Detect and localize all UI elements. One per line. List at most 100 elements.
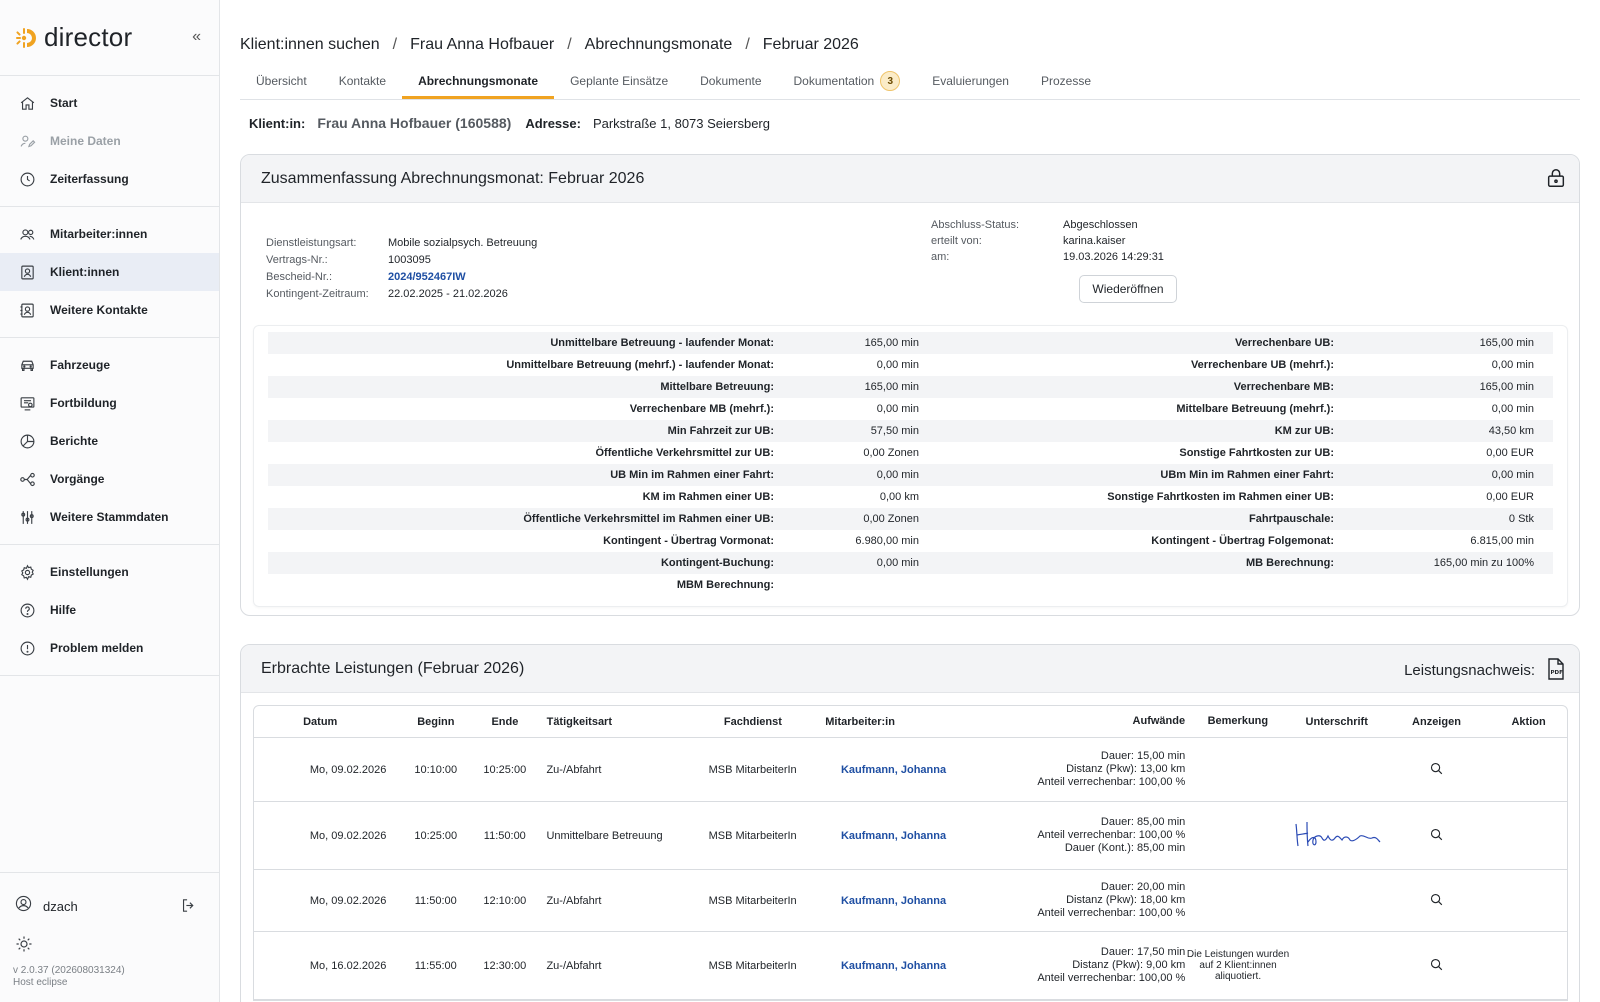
tab-bar: Übersicht Kontakte Abrechnungsmonate Geplan… bbox=[240, 66, 1580, 100]
decision-number-link[interactable]: 2024/952467IW bbox=[388, 271, 466, 283]
cell-end: 10:25:00 bbox=[483, 763, 527, 776]
sidebar-item-label: Klient:innen bbox=[50, 265, 120, 279]
cell-show bbox=[1383, 827, 1490, 845]
col-begin[interactable]: Beginn bbox=[417, 715, 455, 728]
col-date[interactable]: Datum bbox=[303, 715, 338, 728]
user-row[interactable]: dzach bbox=[0, 891, 219, 921]
sidebar-item-weitere-kontakte[interactable]: Weitere Kontakte bbox=[0, 291, 219, 329]
sidebar-item-einstellungen[interactable]: Einstellungen bbox=[0, 553, 219, 591]
summary-card: Zusammenfassung Abrechnungsmonat: Februa… bbox=[240, 154, 1580, 616]
cell-service: MSB MitarbeiterIn bbox=[708, 763, 797, 776]
meta-row: am: 19.03.2026 14:29:31 bbox=[931, 249, 1164, 265]
cell-date: Mo, 09.02.2026 bbox=[309, 829, 387, 842]
breadcrumb-client[interactable]: Frau Anna Hofbauer bbox=[410, 36, 555, 53]
table-row: Mo, 09.02.2026 11:50:00 12:10:00 Zu-/Abfahr… bbox=[254, 870, 1567, 932]
stat-label: Öffentliche Verkehrsmittel im Rahmen ein… bbox=[523, 513, 774, 525]
sliders-icon bbox=[18, 508, 36, 526]
summary-stats: Unmittelbare Betreuung - laufender Monat… bbox=[253, 325, 1568, 607]
cell-employee: Kaufmann, Johanna bbox=[815, 830, 979, 842]
breadcrumb-client-search[interactable]: Klient:innen suchen bbox=[240, 36, 380, 53]
stat-row: Min Fahrzeit zur UB: 57,50 min KM zur UB: 4… bbox=[268, 420, 1553, 442]
employee-link[interactable]: Kaufmann, Johanna bbox=[840, 763, 947, 776]
effort-line: Dauer: 20,00 min bbox=[1100, 881, 1186, 893]
summary-card-header: Zusammenfassung Abrechnungsmonat: Februa… bbox=[241, 155, 1579, 203]
stat-label: MBM Berechnung: bbox=[676, 579, 774, 591]
sidebar-item-klient-innen[interactable]: Klient:innen bbox=[0, 253, 219, 291]
username: dzach bbox=[43, 898, 78, 914]
effort-line: Anteil verrechenbar: 100,00 % bbox=[1037, 907, 1186, 919]
col-employee[interactable]: Mitarbeiter:in bbox=[825, 715, 895, 728]
tab-evaluierungen[interactable]: Evaluierungen bbox=[916, 66, 1025, 99]
col-activity[interactable]: Tätigkeitsart bbox=[546, 715, 613, 728]
search-icon[interactable] bbox=[1429, 892, 1444, 910]
effort-line: Dauer: 15,00 min bbox=[1100, 750, 1186, 762]
sidebar-item-fortbildung[interactable]: Fortbildung bbox=[0, 384, 219, 422]
stat-value: 165,00 min bbox=[864, 337, 919, 349]
services-title: Erbrachte Leistungen (Februar 2026) bbox=[261, 659, 525, 677]
col-service[interactable]: Fachdienst bbox=[723, 715, 782, 728]
reopen-button[interactable]: Wiederöffnen bbox=[1079, 275, 1177, 303]
sidebar-item-problem-melden[interactable]: Problem melden bbox=[0, 629, 219, 667]
stat-row: Mittelbare Betreuung: 165,00 min Verrechen… bbox=[268, 376, 1553, 398]
stat-row: MBM Berechnung: bbox=[268, 574, 1553, 596]
tab-dokumentation[interactable]: Dokumentation 3 bbox=[778, 66, 917, 99]
user-edit-icon bbox=[18, 132, 36, 150]
sidebar-item-label: Start bbox=[50, 96, 78, 110]
services-card-header: Erbrachte Leistungen (Februar 2026) Leis… bbox=[241, 645, 1579, 693]
table-row: Mo, 09.02.2026 10:10:00 10:25:00 Zu-/Abfahr… bbox=[254, 738, 1567, 802]
pdf-icon[interactable]: PDF bbox=[1547, 658, 1565, 685]
cell-date: Mo, 09.02.2026 bbox=[309, 763, 387, 776]
summary-title: Zusammenfassung Abrechnungsmonat: Februa… bbox=[261, 169, 645, 187]
sidebar-item-label: Fortbildung bbox=[50, 396, 117, 410]
client-label: Klient:in: bbox=[249, 115, 306, 131]
collapse-sidebar-button[interactable]: « bbox=[192, 28, 201, 45]
sidebar-nav: Start Meine Daten Zeiterfassung Mitarbeiter… bbox=[0, 76, 219, 676]
tab-abrechnungsmonate[interactable]: Abrechnungsmonate bbox=[402, 66, 555, 99]
tab-kontakte[interactable]: Kontakte bbox=[323, 66, 402, 99]
cell-employee: Kaufmann, Johanna bbox=[815, 895, 979, 907]
search-icon[interactable] bbox=[1429, 827, 1444, 845]
employee-link[interactable]: Kaufmann, Johanna bbox=[840, 894, 947, 907]
search-icon[interactable] bbox=[1429, 957, 1444, 975]
sidebar-item-mitarbeiter-innen[interactable]: Mitarbeiter:innen bbox=[0, 215, 219, 253]
sidebar-item-weitere-stammdaten[interactable]: Weitere Stammdaten bbox=[0, 498, 219, 536]
tab-geplante-einsätze[interactable]: Geplante Einsätze bbox=[554, 66, 684, 99]
sidebar: director « Start Meine Daten Zeiterfassung… bbox=[0, 0, 220, 1002]
employee-link[interactable]: Kaufmann, Johanna bbox=[840, 959, 947, 972]
meta-row: Abschluss-Status: Abgeschlossen bbox=[931, 217, 1164, 233]
meta-value: Abgeschlossen bbox=[1063, 219, 1138, 231]
theme-toggle[interactable] bbox=[0, 935, 219, 957]
stat-row: Kontingent - Übertrag Vormonat: 6.980,00 … bbox=[268, 530, 1553, 552]
sidebar-item-fahrzeuge[interactable]: Fahrzeuge bbox=[0, 346, 219, 384]
stat-row: UB Min im Rahmen einer Fahrt: 0,00 min UBm… bbox=[268, 464, 1553, 486]
stat-label: KM im Rahmen einer UB: bbox=[642, 491, 774, 503]
sidebar-item-berichte[interactable]: Berichte bbox=[0, 422, 219, 460]
col-action: Aktion bbox=[1511, 715, 1546, 728]
tab-label: Prozesse bbox=[1040, 74, 1091, 88]
tab-übersicht[interactable]: Übersicht bbox=[240, 66, 323, 99]
cell-activity: Zu-/Abfahrt bbox=[546, 763, 602, 776]
cell-service: MSB MitarbeiterIn bbox=[708, 959, 797, 972]
search-icon[interactable] bbox=[1429, 761, 1444, 779]
employee-link[interactable]: Kaufmann, Johanna bbox=[840, 829, 947, 842]
sidebar-item-zeiterfassung[interactable]: Zeiterfassung bbox=[0, 160, 219, 198]
alert-icon bbox=[18, 639, 36, 657]
effort-line: Distanz (Pkw): 9,00 km bbox=[1072, 959, 1186, 971]
sidebar-item-meine-daten: Meine Daten bbox=[0, 122, 219, 160]
col-end[interactable]: Ende bbox=[491, 715, 519, 728]
sidebar-item-start[interactable]: Start bbox=[0, 84, 219, 122]
cell-employee: Kaufmann, Johanna bbox=[815, 764, 979, 776]
sidebar-item-hilfe[interactable]: Hilfe bbox=[0, 591, 219, 629]
col-remark: Bemerkung bbox=[1207, 715, 1269, 727]
tab-prozesse[interactable]: Prozesse bbox=[1025, 66, 1107, 99]
tab-dokumente[interactable]: Dokumente bbox=[684, 66, 777, 99]
nav-group: Einstellungen Hilfe Problem melden bbox=[0, 545, 219, 676]
sidebar-item-vorgänge[interactable]: Vorgänge bbox=[0, 460, 219, 498]
version-info: v 2.0.37 (202608031324) Host eclipse bbox=[0, 965, 219, 989]
col-show: Anzeigen bbox=[1412, 715, 1461, 728]
breadcrumb-billing-months[interactable]: Abrechnungsmonate bbox=[584, 36, 733, 53]
app-name: director bbox=[44, 22, 133, 52]
logout-icon[interactable] bbox=[180, 897, 197, 919]
cell-show bbox=[1383, 957, 1490, 975]
cell-show bbox=[1383, 892, 1490, 910]
